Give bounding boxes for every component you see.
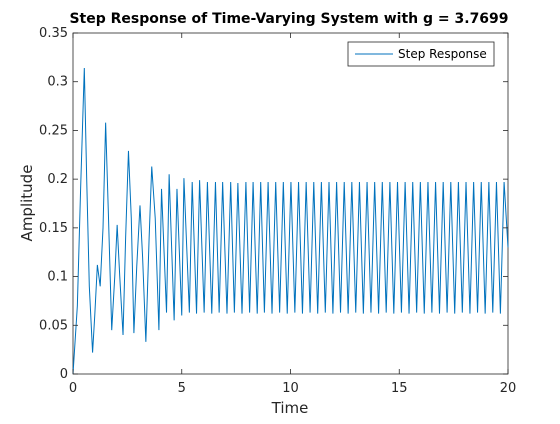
y-axis-label: Amplitude [18, 165, 36, 242]
y-tick-label: 0.15 [39, 221, 68, 236]
chart-title: Step Response of Time-Varying System wit… [69, 11, 508, 27]
series-line-0 [72, 68, 509, 375]
y-tick-label: 0.1 [47, 270, 68, 285]
plot-area [72, 32, 509, 375]
axis-ticks: 0 5 10 15 20 0 0.05 0.1 0.15 0.2 0.25 0.3 0.35 [39, 26, 516, 396]
x-tick-label: 0 [69, 381, 77, 396]
legend: Step Response [347, 41, 495, 67]
x-tick-label: 5 [178, 381, 186, 396]
x-tick-label: 10 [282, 381, 299, 396]
x-tick-label: 20 [500, 381, 517, 396]
y-tick-label: 0.25 [39, 123, 68, 138]
y-tick-label: 0 [60, 367, 68, 382]
x-axis-label: Time [271, 399, 309, 417]
y-tick-label: 0.2 [47, 172, 68, 187]
y-tick-label: 0.35 [39, 26, 68, 41]
legend-label: Step Response [398, 47, 487, 61]
y-tick-label: 0.3 [47, 75, 68, 90]
y-tick-label: 0.05 [39, 318, 68, 333]
x-tick-label: 15 [391, 381, 408, 396]
